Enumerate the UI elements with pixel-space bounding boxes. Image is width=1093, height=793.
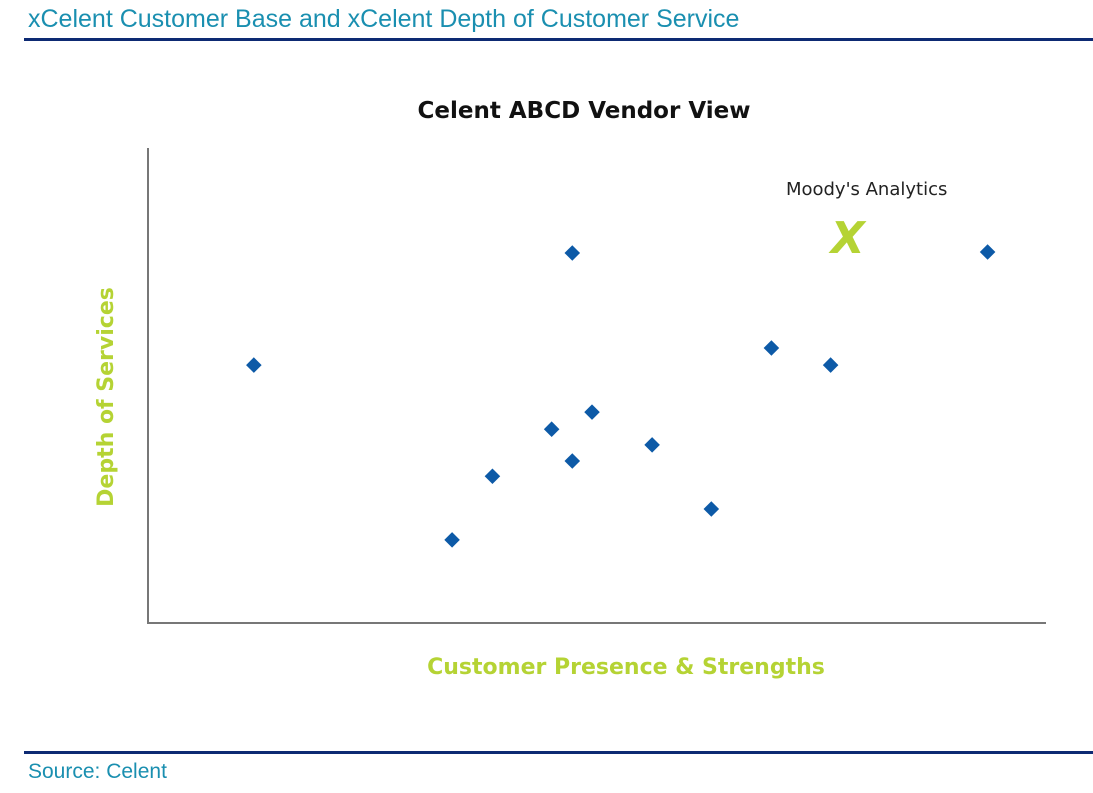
- data-point: [703, 501, 720, 517]
- data-point: [246, 357, 262, 373]
- chart-title: Celent ABCD Vendor View: [418, 98, 751, 124]
- data-point: [484, 468, 501, 485]
- footer-rule: [24, 751, 1093, 754]
- header-rule: [24, 38, 1093, 41]
- data-point: [564, 245, 581, 261]
- data-point: [543, 421, 560, 437]
- data-point: [822, 357, 839, 373]
- data-point: [584, 404, 600, 420]
- highlight-marker: X: [828, 213, 867, 264]
- page-title: xCelent Customer Base and xCelent Depth …: [28, 5, 740, 33]
- data-point: [979, 244, 996, 260]
- x-axis-label: Customer Presence & Strengths: [427, 655, 825, 680]
- y-axis-label: Depth of Services: [94, 287, 119, 507]
- data-point: [444, 532, 460, 548]
- data-point: [564, 453, 581, 469]
- data-point: [644, 437, 660, 453]
- highlight-label: Moody's Analytics: [786, 179, 947, 200]
- source-note: Source: Celent: [28, 760, 167, 783]
- data-point: [763, 340, 780, 356]
